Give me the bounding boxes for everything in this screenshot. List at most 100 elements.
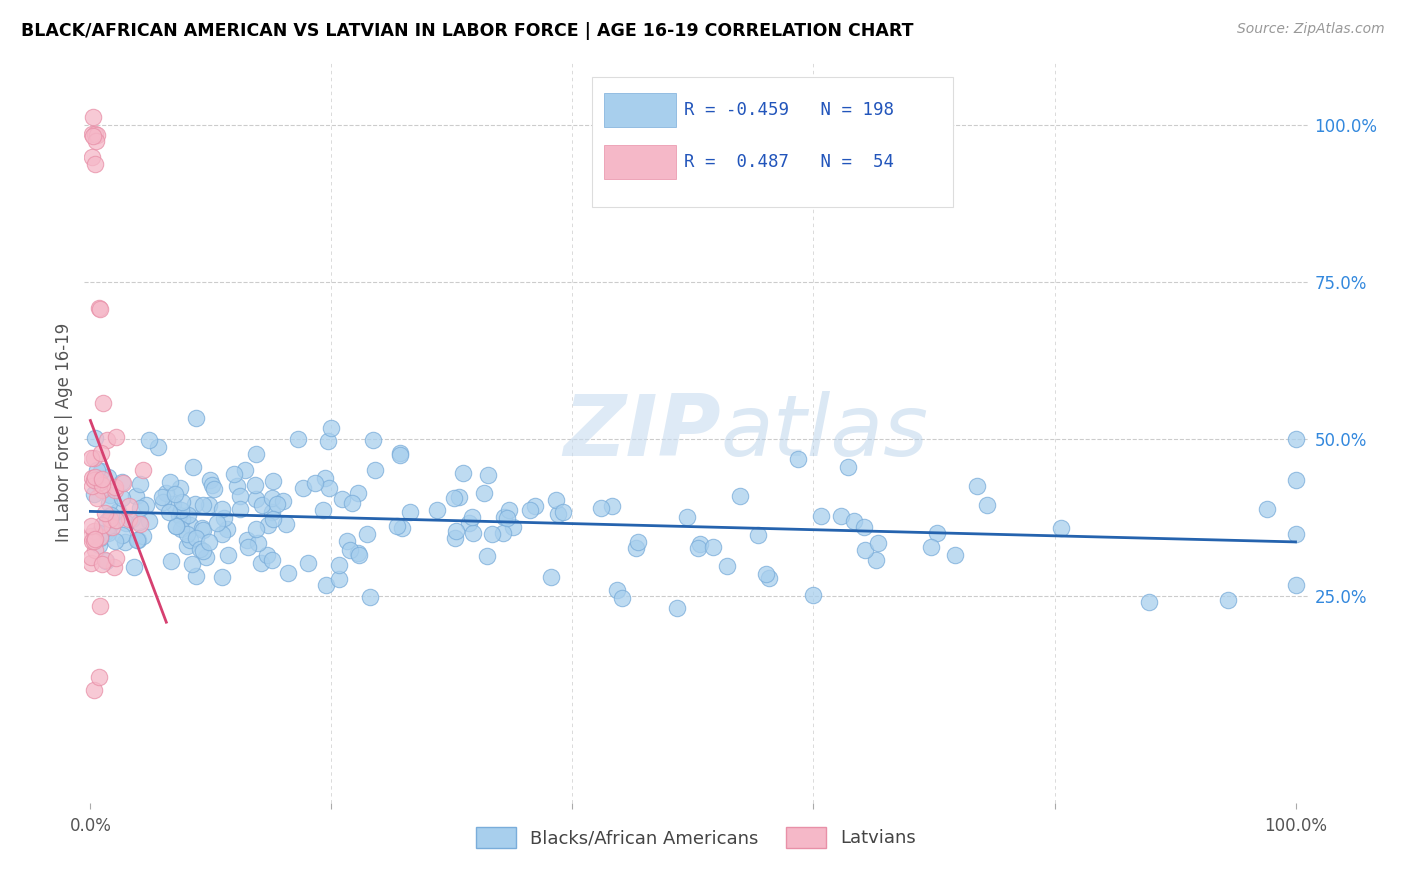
Point — [810, 509, 832, 524]
Point — [89, 531, 111, 545]
Point — [89, 599, 111, 613]
Point — [80, 450, 103, 465]
Point — [215, 522, 238, 536]
Point — [117, 512, 139, 526]
Point — [86, 462, 108, 476]
Point — [103, 559, 125, 574]
Point — [925, 525, 948, 540]
Point — [138, 433, 160, 447]
Point — [121, 512, 143, 526]
Point — [523, 499, 546, 513]
Point — [87, 670, 110, 684]
Point — [252, 498, 274, 512]
Point — [249, 556, 271, 570]
Point — [165, 518, 187, 533]
Point — [176, 526, 198, 541]
Point — [245, 522, 267, 536]
Point — [97, 526, 120, 541]
Point — [83, 450, 105, 465]
Point — [157, 505, 180, 519]
Point — [80, 471, 103, 485]
Point — [1284, 432, 1306, 446]
Point — [229, 489, 252, 503]
Point — [1284, 527, 1306, 541]
Point — [336, 534, 359, 549]
Point — [494, 510, 516, 524]
Point — [84, 127, 107, 141]
Point — [844, 514, 866, 528]
Point — [363, 434, 385, 448]
Point — [262, 474, 284, 488]
Point — [96, 433, 118, 447]
Point — [80, 549, 103, 564]
Point — [186, 569, 208, 583]
Point — [236, 540, 259, 554]
Point — [188, 542, 211, 557]
Point — [502, 520, 524, 534]
Point — [461, 510, 484, 524]
Point — [111, 475, 134, 489]
Point — [495, 511, 517, 525]
Point — [115, 516, 138, 530]
Point — [80, 519, 103, 533]
Point — [172, 495, 194, 509]
Point — [83, 157, 105, 171]
Point — [86, 128, 108, 142]
Point — [385, 519, 408, 533]
Text: R = -0.459   N = 198: R = -0.459 N = 198 — [683, 101, 894, 119]
Text: Source: ZipAtlas.com: Source: ZipAtlas.com — [1237, 22, 1385, 37]
Point — [801, 588, 824, 602]
Point — [222, 467, 245, 481]
Point — [245, 492, 267, 507]
Point — [319, 421, 342, 435]
Point — [689, 537, 711, 551]
FancyBboxPatch shape — [605, 145, 676, 178]
Point — [94, 552, 117, 566]
Point — [686, 541, 709, 555]
Point — [347, 546, 370, 560]
Point — [170, 522, 193, 536]
Point — [124, 489, 146, 503]
Point — [87, 538, 110, 552]
Point — [257, 517, 280, 532]
Point — [138, 514, 160, 528]
Point — [477, 549, 499, 564]
Point — [148, 440, 170, 454]
Point — [83, 682, 105, 697]
Point — [186, 411, 208, 425]
Point — [214, 511, 236, 525]
Point — [747, 527, 769, 541]
Point — [83, 524, 105, 538]
Point — [91, 478, 114, 492]
Point — [443, 491, 465, 506]
Point — [83, 487, 105, 501]
FancyBboxPatch shape — [605, 93, 676, 127]
Text: BLACK/AFRICAN AMERICAN VS LATVIAN IN LABOR FORCE | AGE 16-19 CORRELATION CHART: BLACK/AFRICAN AMERICAN VS LATVIAN IN LAB… — [21, 22, 914, 40]
Point — [451, 467, 474, 481]
Point — [90, 482, 112, 496]
Point — [80, 557, 103, 571]
Point — [90, 471, 112, 485]
Point — [457, 516, 479, 530]
Point — [198, 473, 221, 487]
Point — [356, 526, 378, 541]
Point — [226, 479, 249, 493]
Point — [481, 527, 503, 541]
Point — [591, 500, 613, 515]
Point — [389, 445, 412, 459]
Point — [83, 473, 105, 487]
Point — [233, 462, 256, 476]
Point — [104, 480, 127, 494]
Point — [125, 533, 148, 548]
Point — [304, 475, 326, 490]
Point — [702, 540, 724, 554]
Point — [347, 548, 370, 562]
Point — [328, 558, 350, 572]
Point — [167, 508, 190, 522]
Point — [491, 526, 513, 541]
Point — [94, 553, 117, 567]
Point — [100, 519, 122, 533]
Point — [179, 517, 201, 532]
Point — [129, 517, 152, 532]
Point — [866, 535, 889, 549]
